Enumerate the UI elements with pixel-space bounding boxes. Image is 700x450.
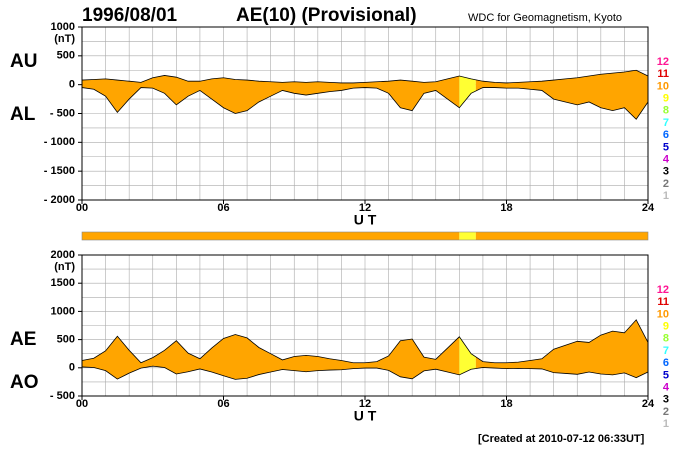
legend-label: 12 xyxy=(657,284,669,296)
legend-label: 8 xyxy=(663,105,669,117)
coverage-bar xyxy=(459,232,476,240)
legend-label: 3 xyxy=(663,394,669,406)
series-label: AE xyxy=(10,329,36,350)
legend-label: 7 xyxy=(663,345,669,357)
series-line xyxy=(81,87,649,120)
y-tick-label: 0 xyxy=(69,79,75,91)
y-tick-label: 2000 xyxy=(51,249,75,261)
legend-label: 12 xyxy=(657,56,669,68)
coverage-bar xyxy=(475,232,648,240)
area-fill xyxy=(459,336,476,375)
x-tick-label: 24 xyxy=(642,398,655,410)
x-tick-label: 00 xyxy=(76,202,88,214)
legend-label: 5 xyxy=(663,141,669,153)
source: WDC for Geomagnetism, Kyoto xyxy=(468,12,622,24)
y-tick-label: - 500 xyxy=(50,390,75,402)
x-axis-label: U T xyxy=(354,408,377,424)
legend-label: 6 xyxy=(663,129,669,141)
legend-label: 4 xyxy=(663,382,670,394)
series-label: AU xyxy=(10,51,37,72)
legend-label: 6 xyxy=(663,357,669,369)
x-tick-label: 00 xyxy=(76,398,88,410)
x-tick-label: 24 xyxy=(642,202,655,214)
x-tick-label: 18 xyxy=(500,202,512,214)
y-tick-label: 500 xyxy=(57,50,75,62)
area-fill xyxy=(82,334,460,380)
series-label: AL xyxy=(10,104,36,125)
y-unit: (nT) xyxy=(54,33,75,45)
legend-label: 9 xyxy=(663,321,669,333)
x-axis-label: U T xyxy=(354,212,377,228)
y-tick-label: - 500 xyxy=(50,107,75,119)
y-tick-label: 500 xyxy=(57,334,75,346)
legend-label: 11 xyxy=(657,296,669,308)
series-line xyxy=(81,319,649,364)
legend-label: 11 xyxy=(657,68,669,80)
legend-label: 2 xyxy=(663,178,669,190)
date: 1996/08/01 xyxy=(82,5,178,26)
y-tick-label: 0 xyxy=(69,362,75,374)
title: AE(10) (Provisional) xyxy=(236,5,417,26)
series-line xyxy=(81,69,649,84)
x-tick-label: 12 xyxy=(359,202,371,214)
legend-label: 4 xyxy=(663,154,670,166)
series-line xyxy=(81,365,649,380)
legend-label: 1 xyxy=(663,190,669,202)
y-tick-label: - 1500 xyxy=(44,165,75,177)
legend-label: 2 xyxy=(663,406,669,418)
y-tick-label: 1000 xyxy=(51,305,75,317)
legend-label: 9 xyxy=(663,93,669,105)
legend-label: 8 xyxy=(663,333,669,345)
coverage-bar xyxy=(82,232,460,240)
legend-label: 3 xyxy=(663,166,669,178)
y-tick-label: 1500 xyxy=(51,277,75,289)
legend-label: 7 xyxy=(663,117,669,129)
coverage-frame xyxy=(81,231,649,241)
x-tick-label: 06 xyxy=(217,202,229,214)
footer: [Created at 2010-07-12 06:33UT] xyxy=(478,433,645,445)
y-tick-label: - 2000 xyxy=(44,194,75,206)
x-tick-label: 06 xyxy=(217,398,229,410)
y-unit: (nT) xyxy=(54,261,75,273)
series-label: AO xyxy=(10,372,39,393)
x-tick-label: 18 xyxy=(500,398,512,410)
y-tick-label: 1000 xyxy=(51,21,75,33)
legend-label: 1 xyxy=(663,418,669,430)
area-fill xyxy=(475,319,648,378)
area-fill xyxy=(459,76,476,108)
y-tick-label: - 1000 xyxy=(44,136,75,148)
x-tick-label: 12 xyxy=(359,398,371,410)
legend-label: 10 xyxy=(657,308,669,320)
legend-label: 5 xyxy=(663,369,669,381)
area-fill xyxy=(82,75,460,114)
legend-label: 10 xyxy=(657,80,669,92)
